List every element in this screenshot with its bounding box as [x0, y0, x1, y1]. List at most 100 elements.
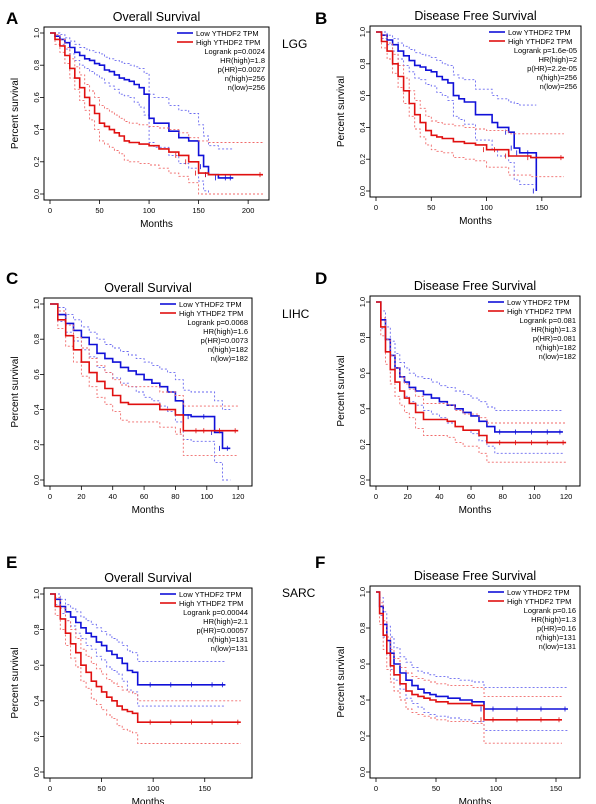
y-tick-label: 0.2: [32, 440, 41, 450]
legend-entry-low-ythdf2-tpm: Low YTHDF2 TPM: [507, 588, 570, 597]
plot-frame: [369, 25, 582, 198]
x-tick-label: 50: [97, 784, 105, 793]
plot-frame: [43, 297, 253, 487]
ci-upper-line: [376, 31, 564, 135]
y-tick-label: 0.2: [358, 154, 367, 164]
y-tick-label: 1.0: [358, 297, 367, 307]
chart-title: Disease Free Survival: [414, 9, 536, 23]
x-tick-label: 20: [404, 492, 412, 501]
x-tick-label: 120: [560, 492, 573, 501]
y-tick-label: 0.8: [358, 59, 367, 69]
ci-upper-line: [50, 303, 239, 407]
y-tick-label: 0.4: [32, 124, 41, 134]
ci-lower-line: [376, 591, 562, 744]
legend-entry-high-ythdf2-tpm: High YTHDF2 TPM: [508, 37, 572, 46]
survival-line: [376, 31, 564, 159]
x-tick-label: 60: [467, 492, 475, 501]
x-tick-label: 0: [374, 492, 378, 501]
x-tick-label: 40: [435, 492, 443, 501]
series-high: [376, 31, 564, 178]
cancer-label-sarc: SARC: [282, 586, 316, 600]
x-tick-label: 0: [48, 784, 52, 793]
stat-hr-high: HR(high)=1.3: [531, 615, 576, 624]
y-tick-label: 0.6: [32, 369, 41, 379]
y-tick-label: 0.2: [32, 157, 41, 167]
y-tick-label: 1.0: [358, 27, 367, 37]
stat-p-hr: p(HR)=0.0027: [218, 65, 265, 74]
x-tick-label: 60: [140, 492, 148, 501]
y-tick-label: 0.6: [358, 368, 367, 378]
x-axis-label: Months: [132, 797, 165, 804]
x-axis-label: Months: [459, 216, 492, 227]
panel-c: C Overall Survival 0 20 40 60 80 100 120 0.0 0.2 0.…: [6, 269, 253, 516]
ci-lower-line: [376, 301, 567, 463]
x-tick-label: 100: [143, 206, 156, 215]
y-tick-label: 0.2: [358, 731, 367, 741]
x-tick-label: 150: [550, 784, 563, 793]
legend-entry-high-ythdf2-tpm: High YTHDF2 TPM: [196, 38, 260, 47]
legend-entry-high-ythdf2-tpm: High YTHDF2 TPM: [507, 597, 571, 606]
y-tick-label: 0.8: [32, 624, 41, 634]
chart-title: Disease Free Survival: [414, 569, 536, 583]
stat-n-low: n(low)=131: [539, 642, 576, 651]
stat-p-hr: p(HR)=0.00057: [197, 626, 249, 635]
chart-title: Disease Free Survival: [414, 279, 536, 293]
stat-hr-high: HR(high)=2.1: [203, 617, 248, 626]
ci-lower-line: [50, 303, 239, 456]
y-tick-label: 0.8: [32, 60, 41, 70]
stat-n-high: n(high)=182: [208, 345, 248, 354]
series-high: [376, 301, 567, 463]
panel-letter: E: [6, 553, 17, 572]
x-tick-label: 150: [536, 203, 549, 212]
ci-upper-line: [376, 591, 562, 697]
y-axis-label: Percent survival: [10, 78, 21, 149]
cancer-label-lgg: LGG: [282, 37, 307, 51]
survival-line: [50, 593, 241, 723]
survival-line: [376, 31, 538, 191]
panel-letter: D: [315, 269, 327, 288]
panel-a: A Overall Survival 0 50 100 150 200 0.0 0.2 0.4 0.…: [6, 9, 270, 230]
ci-lower-line: [376, 31, 564, 178]
stat-p-hr: p(HR)=2.2e-05: [527, 64, 577, 73]
ci-upper-line: [50, 593, 226, 663]
ci-upper-line: [50, 32, 234, 150]
y-tick-label: 0.6: [32, 660, 41, 670]
x-tick-label: 100: [490, 784, 503, 793]
legend-entry-high-ythdf2-tpm: High YTHDF2 TPM: [507, 307, 571, 316]
stat-n-low: n(low)=131: [211, 644, 248, 653]
panel-letter: C: [6, 269, 18, 288]
x-tick-label: 50: [432, 784, 440, 793]
y-tick-label: 0.2: [32, 731, 41, 741]
y-tick-label: 0.0: [32, 475, 41, 485]
series-high: [50, 593, 241, 744]
ci-upper-line: [50, 593, 241, 702]
y-tick-label: 0.8: [358, 332, 367, 342]
legend-entry-low-ythdf2-tpm: Low YTHDF2 TPM: [196, 29, 259, 38]
series-high: [50, 303, 239, 456]
y-axis-label: Percent survival: [336, 76, 347, 147]
chart-title: Overall Survival: [104, 571, 192, 585]
legend-entry-low-ythdf2-tpm: Low YTHDF2 TPM: [179, 300, 242, 309]
panel-f: F Disease Free Survival 0 50 100 150 0.0 0.2 0.4…: [315, 553, 581, 804]
x-tick-label: 0: [374, 203, 378, 212]
y-tick-label: 0.8: [358, 623, 367, 633]
x-tick-label: 200: [242, 206, 255, 215]
stat-n-high: n(high)=131: [208, 635, 248, 644]
x-axis-label: Months: [132, 505, 165, 516]
y-tick-label: 0.4: [32, 404, 41, 414]
x-axis-label: Months: [459, 505, 492, 516]
y-tick-label: 0.0: [358, 475, 367, 485]
legend-entry-high-ythdf2-tpm: High YTHDF2 TPM: [179, 309, 243, 318]
x-tick-label: 0: [48, 206, 52, 215]
y-tick-label: 0.0: [32, 767, 41, 777]
stat-p-hr: p(HR)=0.081: [533, 334, 576, 343]
cancer-label-lihc: LIHC: [282, 307, 310, 321]
y-tick-label: 0.6: [358, 659, 367, 669]
x-tick-label: 80: [499, 492, 507, 501]
y-axis-label: Percent survival: [10, 647, 21, 718]
stat-logrank-p: Logrank p=0.00044: [183, 608, 248, 617]
x-tick-label: 100: [480, 203, 493, 212]
ci-upper-line: [376, 31, 537, 106]
stat-hr-high: HR(high)=1.8: [220, 56, 265, 65]
